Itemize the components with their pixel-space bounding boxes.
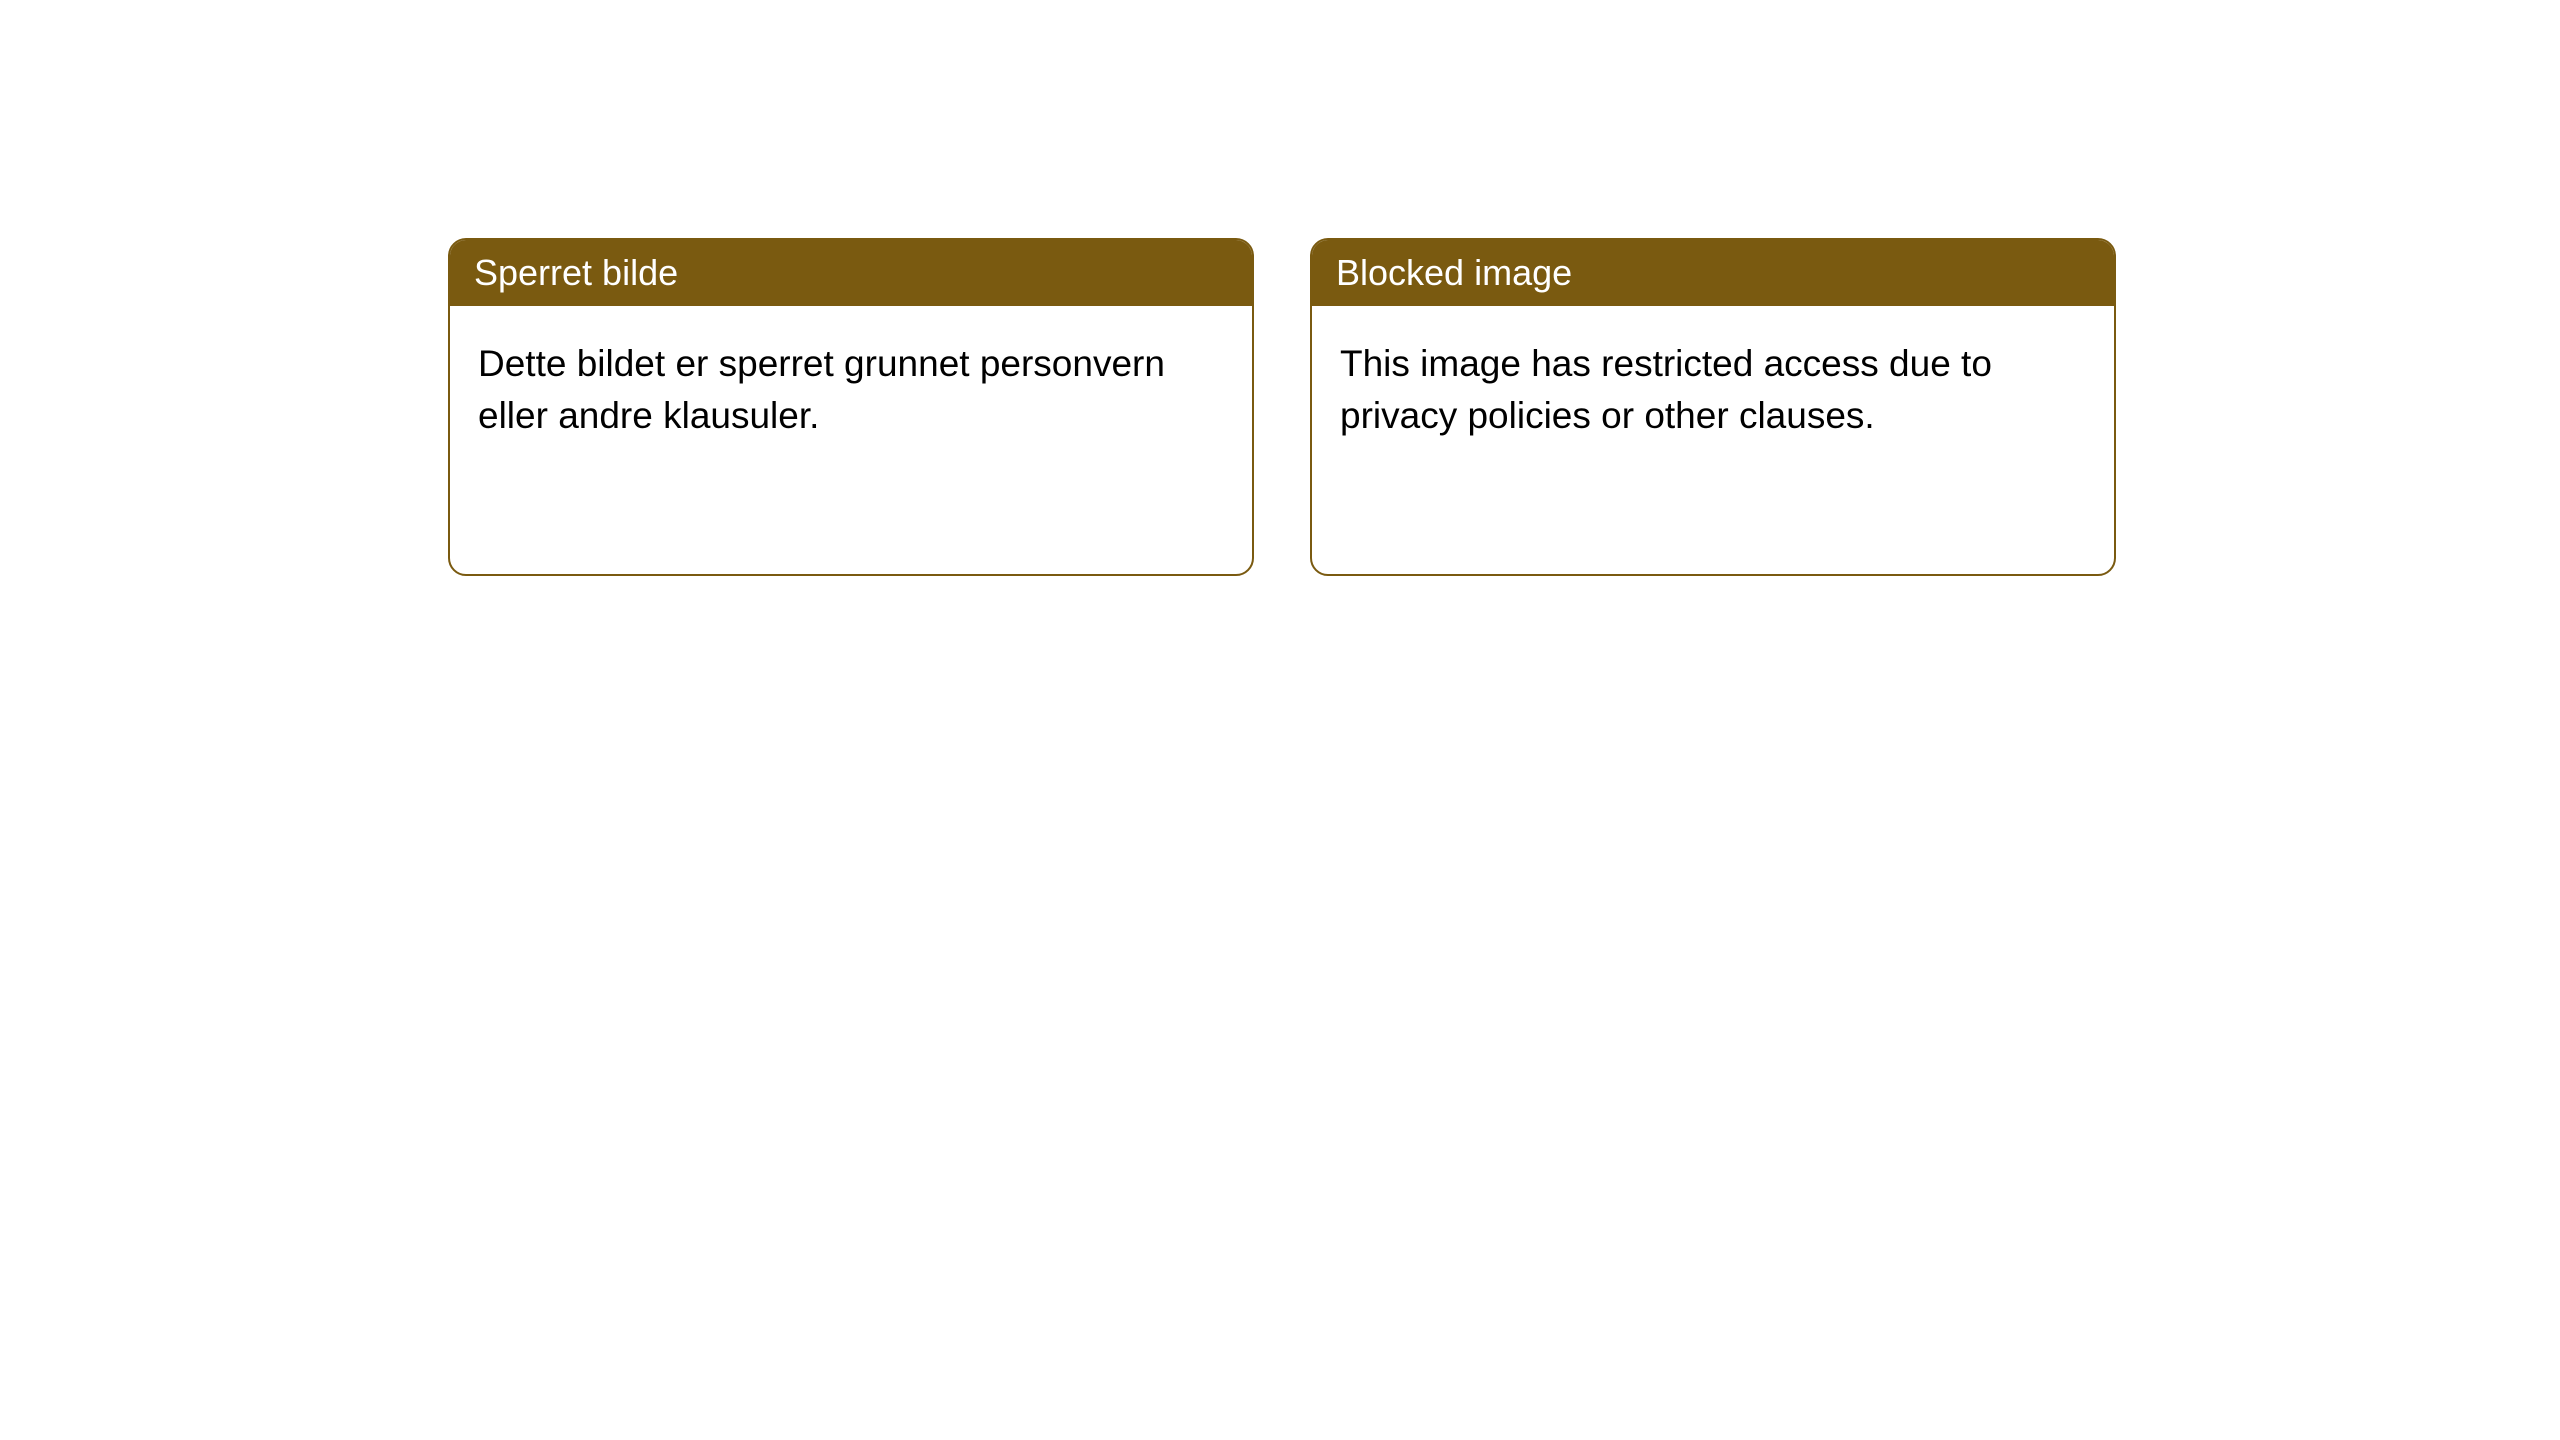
notice-title-norwegian: Sperret bilde (474, 252, 678, 293)
notice-body-english: This image has restricted access due to … (1312, 306, 2114, 474)
notice-cards-container: Sperret bilde Dette bildet er sperret gr… (448, 238, 2116, 576)
notice-header-english: Blocked image (1312, 240, 2114, 306)
notice-header-norwegian: Sperret bilde (450, 240, 1252, 306)
notice-card-english: Blocked image This image has restricted … (1310, 238, 2116, 576)
notice-title-english: Blocked image (1336, 252, 1572, 293)
notice-body-norwegian: Dette bildet er sperret grunnet personve… (450, 306, 1252, 474)
notice-text-norwegian: Dette bildet er sperret grunnet personve… (478, 343, 1165, 436)
notice-card-norwegian: Sperret bilde Dette bildet er sperret gr… (448, 238, 1254, 576)
notice-text-english: This image has restricted access due to … (1340, 343, 1992, 436)
